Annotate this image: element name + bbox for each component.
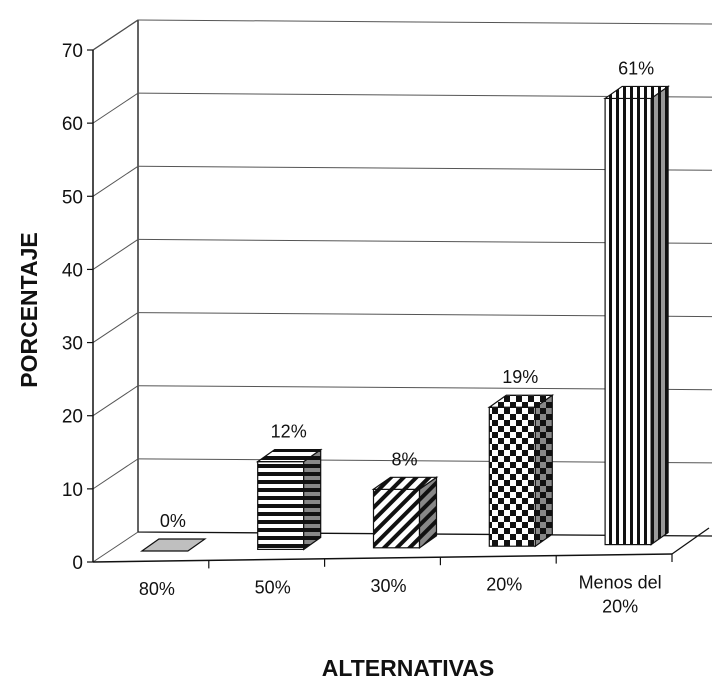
- x-tick-label: 50%: [255, 578, 291, 598]
- y-axis-label: PORCENTAJE: [16, 232, 42, 388]
- bar-top: [255, 449, 323, 463]
- bar-front: [372, 488, 421, 549]
- x-tick-label: 80%: [139, 579, 175, 599]
- gridline-side: [92, 531, 139, 563]
- y-tick-label: 0: [72, 553, 83, 574]
- y-tick-label: 50: [62, 187, 83, 208]
- bar-side: [303, 448, 322, 551]
- x-tick-label-line: 80%: [139, 579, 175, 599]
- gridline: [137, 19, 713, 25]
- x-tick-label: 20%: [486, 574, 522, 594]
- axes: [92, 50, 710, 563]
- bar-side: [650, 85, 669, 546]
- data-label: 12%: [271, 422, 307, 442]
- bar-front: [604, 97, 652, 546]
- bar-zero-plate: [140, 538, 207, 552]
- gridline-side: [92, 92, 139, 124]
- gridline-side: [92, 165, 139, 197]
- bar-front: [257, 461, 305, 551]
- y-tick-label: 30: [62, 334, 83, 355]
- gridline-side: [92, 19, 139, 51]
- bar-side: [534, 394, 553, 548]
- data-label: 8%: [391, 449, 417, 469]
- bar-top: [487, 394, 555, 408]
- y-tick-label: 40: [62, 260, 83, 281]
- x-tick-label-line: Menos del: [579, 573, 662, 593]
- y-tick-label: 20: [62, 407, 83, 428]
- x-tick-label-line: 20%: [486, 574, 522, 594]
- gridline-side: [92, 239, 139, 270]
- y-tick-label: 10: [62, 480, 83, 501]
- bar-top: [603, 85, 670, 100]
- floor-right-edge: [671, 527, 710, 555]
- x-tick-label-line: 20%: [602, 597, 638, 617]
- gridline-side: [92, 458, 139, 490]
- data-label: 19%: [502, 367, 538, 387]
- x-axis-ticks: 80% 50% 30% 20% Menos del 20%: [139, 554, 673, 617]
- x-axis-label: ALTERNATIVAS: [322, 655, 495, 681]
- y-axis-ticks: 0 10 20 30 40 50 60 70: [62, 41, 93, 574]
- x-tick-label-line: 30%: [370, 576, 406, 596]
- bars: [140, 85, 670, 552]
- gridline-side: [92, 385, 139, 417]
- y-tick-label: 60: [62, 114, 83, 135]
- data-label: 0%: [160, 511, 186, 531]
- bar-top: [371, 476, 439, 490]
- x-tick-label: 30%: [370, 576, 406, 596]
- x-axis-line: [92, 553, 673, 563]
- data-labels: 0% 12% 8% 19% 61%: [160, 58, 654, 531]
- x-tick-label: Menos del 20%: [579, 573, 662, 617]
- data-label: 61%: [618, 58, 654, 78]
- x-tick-label-line: 50%: [255, 578, 291, 598]
- bar-front: [488, 406, 536, 547]
- y-tick-label: 70: [62, 41, 83, 62]
- gridline-side: [92, 312, 139, 343]
